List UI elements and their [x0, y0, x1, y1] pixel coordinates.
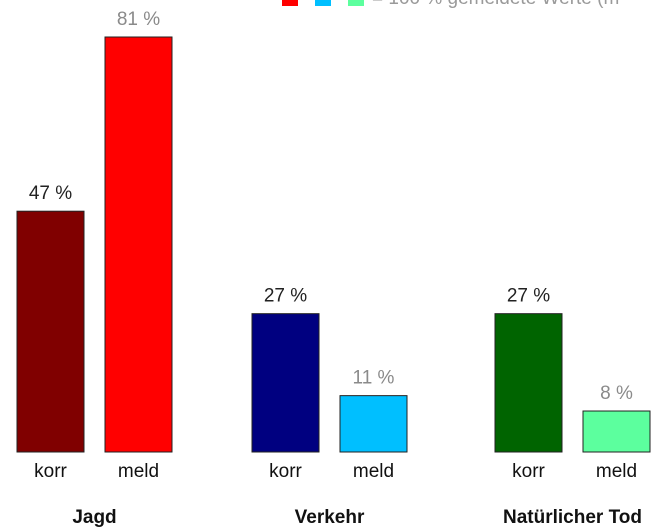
value-label: 27 % [264, 286, 307, 307]
bar [16, 210, 85, 453]
group-label: Jagd [72, 507, 116, 528]
value-label: 8 % [600, 383, 633, 404]
value-label: 47 % [29, 183, 72, 204]
bar-label: meld [596, 461, 637, 482]
group-label: Natürlicher Tod [503, 507, 642, 528]
bar-label: korr [269, 461, 302, 482]
legend-swatch [315, 0, 331, 6]
bar [104, 36, 173, 453]
bar [494, 313, 563, 453]
bar-label: meld [353, 461, 394, 482]
bar [339, 395, 408, 453]
bar-label: meld [118, 461, 159, 482]
bar [582, 410, 651, 453]
group-label: Verkehr [295, 507, 365, 528]
value-label: 27 % [507, 286, 550, 307]
bar-label: korr [512, 461, 545, 482]
value-label: 81 % [117, 9, 160, 30]
bar-label: korr [34, 461, 67, 482]
value-label: 11 % [353, 368, 395, 389]
legend-swatch [282, 0, 298, 6]
legend-swatch [348, 0, 364, 6]
legend-text: = 100 % gemeldete Werte (m [372, 0, 619, 9]
bar [251, 313, 320, 453]
